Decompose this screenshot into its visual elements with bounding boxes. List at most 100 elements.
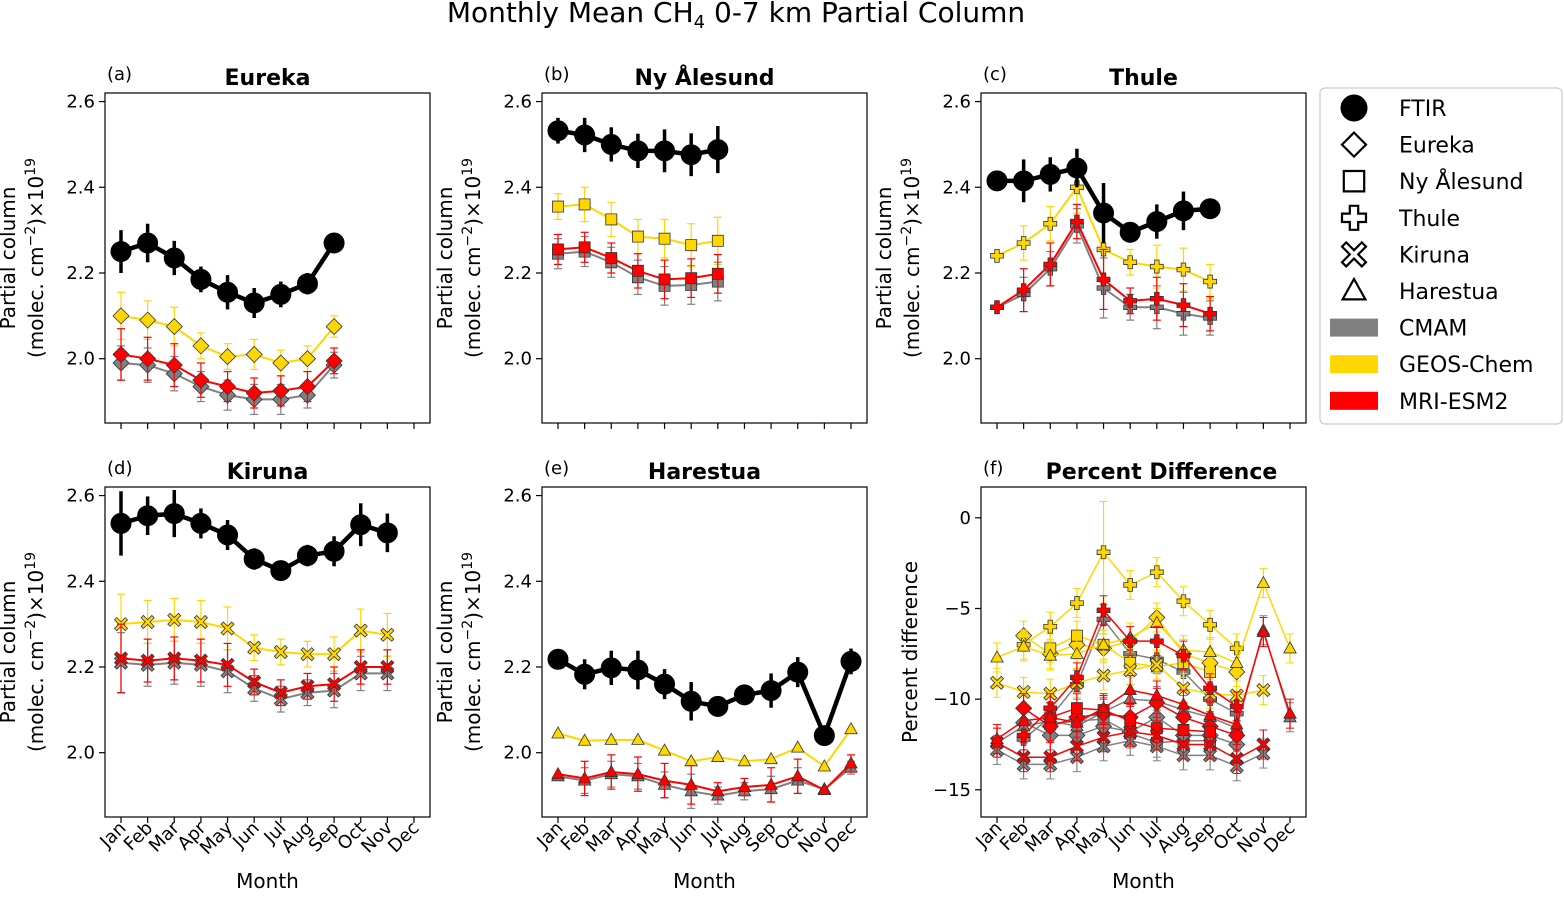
data-point (1229, 751, 1244, 767)
data-point (300, 679, 315, 694)
data-point (1069, 739, 1084, 754)
series-mri-esm2 (552, 231, 724, 300)
data-point (217, 281, 239, 303)
data-point (380, 627, 395, 642)
legend-swatch (1330, 318, 1378, 337)
y-tick-label: 2.4 (66, 177, 95, 198)
data-point (1096, 272, 1111, 287)
data-point (1070, 629, 1083, 642)
data-point (631, 264, 644, 277)
data-point (1149, 657, 1164, 672)
data-point (163, 247, 185, 269)
x-axis-label: Month (1112, 869, 1175, 893)
data-point (1149, 259, 1164, 274)
data-point (245, 345, 263, 363)
series-harestua-geos-chem- (990, 568, 1297, 678)
data-point (551, 726, 565, 739)
data-point (1203, 274, 1217, 289)
data-point (578, 198, 591, 211)
plot-area (110, 490, 398, 713)
data-point (1016, 639, 1031, 652)
axes-frame (104, 486, 431, 818)
series-geos-chem (552, 186, 724, 268)
data-point (711, 267, 724, 280)
legend-item: FTIR (1340, 94, 1446, 122)
data-point (631, 766, 645, 780)
series-line (996, 580, 1291, 664)
data-point (218, 378, 237, 396)
data-point (1096, 730, 1111, 745)
data-point (813, 725, 835, 747)
panel-5: 2.02.22.42.6JanFebMarAprMayJunJulAugSepO… (433, 458, 868, 893)
data-point (1283, 706, 1297, 719)
series-ftir (547, 117, 729, 177)
data-point (1176, 697, 1191, 710)
data-point (323, 232, 345, 254)
data-point (685, 239, 698, 252)
data-point (1123, 634, 1138, 649)
legend-item: MRI-ESM2 (1330, 390, 1509, 415)
data-point (578, 241, 591, 254)
x-axis-label: Month (673, 869, 736, 893)
data-point (989, 675, 1005, 690)
legend-label: FTIR (1399, 97, 1446, 122)
data-point (270, 560, 292, 582)
data-point (327, 647, 342, 662)
data-point (1123, 255, 1138, 270)
data-point (110, 512, 132, 534)
y-axis-label-line1: Partial column (433, 187, 457, 330)
data-point (990, 248, 1004, 263)
data-point (990, 300, 1004, 315)
panel-label: (a) (107, 64, 132, 85)
series-ftir (986, 148, 1221, 243)
panel-label: (b) (544, 64, 569, 85)
data-point (190, 268, 212, 290)
data-point (627, 659, 649, 681)
panel-1: 2.0 2.2 2.4 2.6 (a) Eureka Partial column(mole… (0, 64, 431, 429)
series-mri-esm2 (113, 623, 395, 707)
data-point (1070, 670, 1084, 685)
data-point (1016, 713, 1031, 726)
x-axis-label: Month (236, 869, 299, 893)
data-point (112, 345, 130, 363)
data-point (380, 659, 395, 675)
data-point (1096, 700, 1111, 714)
data-point (110, 241, 132, 263)
panel-3: 2.0 2.2 2.4 2.6 (c) Thule Partial column (molec… (872, 64, 1307, 429)
data-point (790, 768, 805, 782)
data-point (190, 512, 212, 534)
y-tick-label: 2.2 (66, 263, 95, 284)
legend-swatch (1330, 391, 1378, 410)
y-tick-label: 2.2 (66, 657, 95, 678)
data-point (167, 651, 182, 666)
panel-label: (c) (983, 64, 1007, 85)
data-point (1123, 682, 1138, 696)
data-point (140, 653, 155, 668)
data-point (247, 640, 262, 655)
data-point (1149, 728, 1164, 743)
data-point (684, 777, 699, 790)
data-point (353, 659, 368, 675)
data-point (790, 740, 805, 753)
data-point (140, 614, 155, 630)
plot-area (547, 117, 729, 306)
data-point (112, 307, 130, 325)
legend-label: Harestua (1399, 280, 1499, 305)
plot-area (547, 648, 862, 810)
data-point (605, 252, 618, 264)
data-point (577, 733, 592, 746)
panel-label: (d) (107, 458, 132, 479)
data-point (1176, 298, 1191, 313)
legend-label: Ny Ålesund (1399, 168, 1523, 195)
data-point (1229, 717, 1244, 730)
legend-label: Thule (1398, 207, 1460, 232)
data-point (1119, 221, 1141, 243)
data-point (1013, 170, 1035, 192)
data-point (1229, 655, 1244, 668)
data-point (1070, 715, 1084, 728)
y-tick-label: 2.0 (503, 349, 532, 370)
data-point (1203, 644, 1217, 657)
data-point (220, 621, 235, 636)
legend-item: Eureka (1340, 131, 1475, 159)
